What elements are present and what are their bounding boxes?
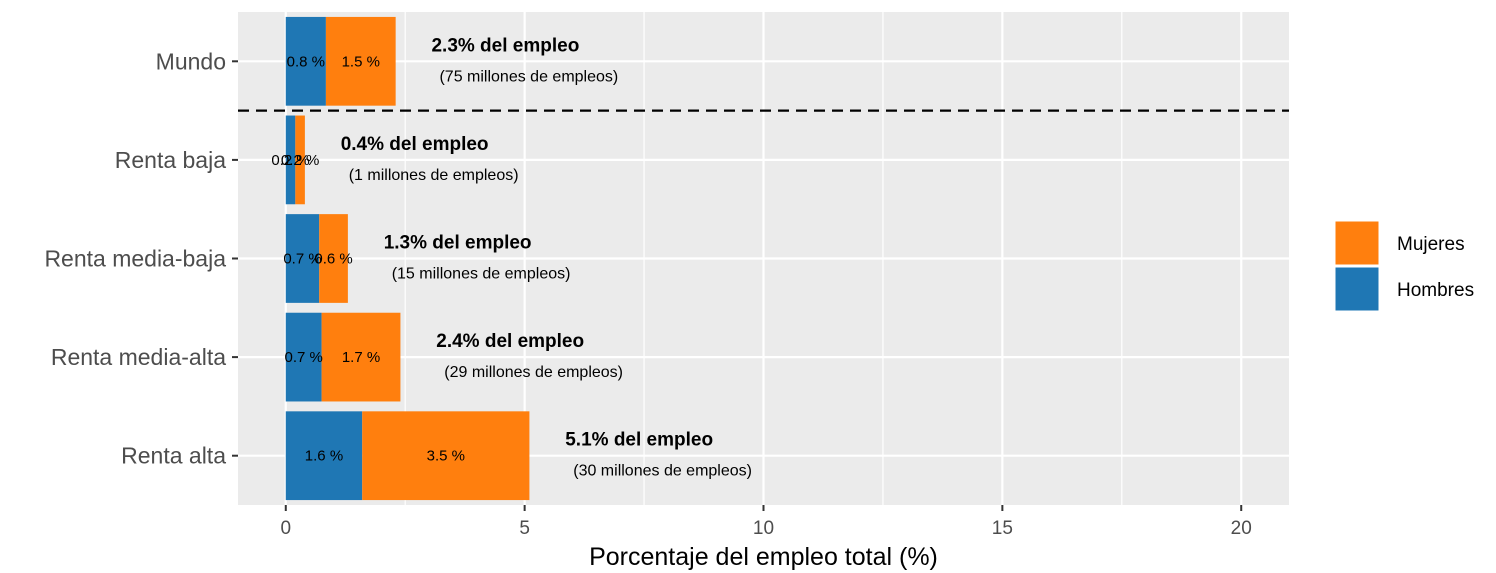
total-sublabel: (30 millones de empleos) xyxy=(573,463,752,480)
legend-label: Hombres xyxy=(1397,280,1474,301)
category-label: Renta alta xyxy=(121,443,226,469)
total-sublabel: (15 millones de empleos) xyxy=(392,266,571,283)
bar-segment xyxy=(321,312,401,402)
bar-value-label: 1.7 % xyxy=(342,349,380,366)
legend-label: Mujeres xyxy=(1397,234,1465,255)
category-label: Renta media-baja xyxy=(44,246,226,272)
bar-segment xyxy=(319,214,348,303)
x-tick-label: 0 xyxy=(280,518,291,539)
bar-segment xyxy=(285,312,322,402)
bar-value-label: 0.2 % xyxy=(281,152,319,169)
x-tick-label: 5 xyxy=(519,518,530,539)
bar-segment xyxy=(285,214,320,303)
legend-swatch xyxy=(1334,266,1380,312)
x-axis-title: Porcentaje del empleo total (%) xyxy=(589,543,938,571)
total-sublabel: (1 millones de empleos) xyxy=(349,167,519,184)
bar-segment xyxy=(295,115,305,205)
x-tick-label: 15 xyxy=(992,518,1013,539)
bar-value-label: 1.5 % xyxy=(342,53,380,70)
total-label: 1.3% del empleo xyxy=(384,233,532,254)
legend-swatch xyxy=(1334,220,1380,266)
bar-value-label: 0.7 % xyxy=(285,349,323,366)
bar-value-label: 0.6 % xyxy=(314,251,352,268)
bar-segment xyxy=(362,411,530,501)
category-label: Renta media-alta xyxy=(51,344,226,370)
total-sublabel: (29 millones de empleos) xyxy=(444,364,623,381)
bar-segment xyxy=(325,16,396,106)
total-label: 2.3% del empleo xyxy=(431,35,579,56)
bar-value-label: 0.2 % xyxy=(271,152,309,169)
bar-value-label: 0.7 % xyxy=(283,251,321,268)
legend: Mujeres Hombres xyxy=(1334,220,1474,312)
bar-segment xyxy=(285,115,296,205)
category-label: Mundo xyxy=(156,48,226,74)
total-label: 5.1% del empleo xyxy=(565,430,713,451)
y-axis: Mundo Renta baja Renta media-baja Renta med… xyxy=(44,48,238,469)
total-sublabel: (75 millones de empleos) xyxy=(439,68,618,85)
bar-value-label: 0.8 % xyxy=(287,53,325,70)
total-label: 0.4% del empleo xyxy=(341,134,489,155)
bar-segment xyxy=(285,411,363,501)
category-label: Renta baja xyxy=(115,147,226,173)
total-label: 2.4% del empleo xyxy=(436,331,584,352)
x-tick-label: 10 xyxy=(753,518,774,539)
total-labels: 2.3% del empleo (75 millones de empleos) 0… xyxy=(341,35,752,479)
x-tick-label: 20 xyxy=(1231,518,1252,539)
bars xyxy=(285,16,530,501)
x-axis: 0 5 10 15 20 xyxy=(280,505,1252,539)
major-gridlines xyxy=(238,12,1289,505)
bar-value-label: 3.5 % xyxy=(427,448,465,465)
bar-value-label: 1.6 % xyxy=(305,448,343,465)
bar-segment xyxy=(285,16,326,106)
bar-value-labels: 0.8 % 1.5 %0.2 %0.2 %0.7 %0.6 %0.7 % 1.7 %… xyxy=(271,53,465,464)
